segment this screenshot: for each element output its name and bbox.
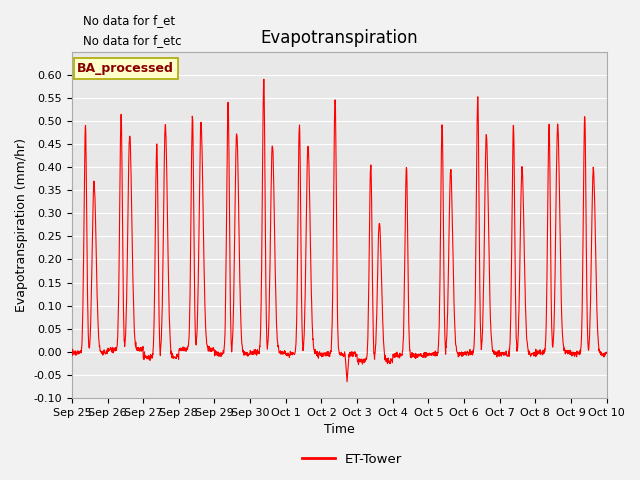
Legend: ET-Tower: ET-Tower <box>296 447 408 471</box>
Title: Evapotranspiration: Evapotranspiration <box>260 29 418 48</box>
Text: No data for f_etc: No data for f_etc <box>83 34 182 47</box>
Text: BA_processed: BA_processed <box>77 62 174 75</box>
X-axis label: Time: Time <box>324 423 355 436</box>
Text: No data for f_et: No data for f_et <box>83 14 175 27</box>
Y-axis label: Evapotranspiration (mm/hr): Evapotranspiration (mm/hr) <box>15 138 28 312</box>
